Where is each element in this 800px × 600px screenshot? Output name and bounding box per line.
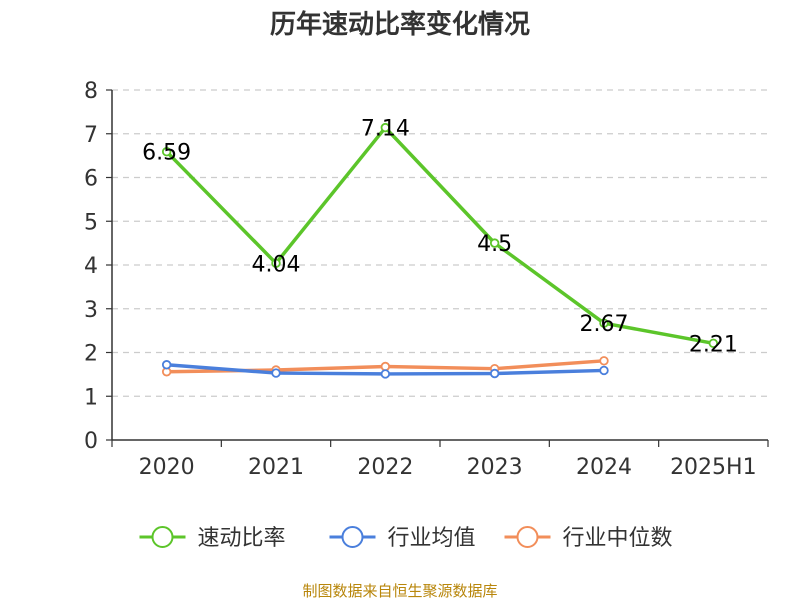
legend-label: 速动比率 [198, 526, 286, 551]
data-point [161, 146, 172, 157]
x-tick-label: 2023 [467, 455, 523, 480]
data-point [489, 368, 500, 379]
x-tick-label: 2024 [576, 455, 632, 480]
data-label: 7.14 [361, 117, 410, 142]
legend: 速动比率 行业均值 行业中位数 [139, 526, 673, 551]
y-tick-label: 2 [84, 342, 98, 367]
data-point [271, 368, 281, 378]
gridlines [112, 89, 768, 397]
data-point [161, 360, 172, 370]
data-point [599, 356, 609, 366]
data-point [489, 238, 500, 248]
source-note: 制图数据来自恒生聚源数据库 [302, 582, 497, 600]
legend-item: 行业均值 [329, 526, 476, 551]
data-labels: 6.59 4.04 7.14 4.5 2.67 2.21 [142, 117, 738, 358]
data-point [380, 369, 391, 379]
x-tick-label: 2021 [248, 455, 304, 480]
legend-marker [151, 526, 174, 548]
legend-marker [341, 526, 364, 548]
series-group [161, 122, 719, 379]
y-tick-label: 8 [84, 79, 98, 104]
data-label: 6.59 [142, 141, 191, 166]
y-tick-label: 1 [84, 385, 98, 410]
data-label: 2.21 [689, 332, 738, 357]
x-tick-label: 2022 [357, 455, 413, 480]
legend-label: 行业中位数 [563, 526, 673, 551]
data-label: 4.04 [252, 252, 301, 277]
data-point [380, 361, 391, 372]
data-label: 2.67 [580, 312, 629, 337]
data-point [708, 338, 719, 349]
data-point [599, 318, 609, 328]
data-point [599, 365, 609, 376]
chart-title: 历年速动比率变化情况 [270, 9, 530, 40]
series-line [165, 125, 714, 346]
y-tick-label: 3 [84, 298, 98, 323]
data-point [380, 122, 391, 133]
data-point [271, 258, 281, 268]
legend-label: 行业均值 [388, 526, 476, 551]
y-tick-label: 5 [84, 210, 98, 235]
y-tick-label: 7 [84, 123, 98, 148]
legend-marker [516, 526, 539, 548]
legend-item: 行业中位数 [504, 526, 673, 551]
y-tick-label: 4 [84, 254, 98, 279]
x-tick-label: 2020 [139, 455, 195, 480]
data-label: 4.5 [477, 232, 512, 257]
x-tick-label: 2025H1 [670, 455, 757, 480]
y-tick-label: 6 [84, 167, 98, 192]
y-tick-label: 0 [84, 429, 98, 454]
axes: 0 1 2 3 4 5 6 7 8 2020 2021 2022 2023 2024 2025H1 [84, 79, 769, 480]
legend-item: 速动比率 [139, 526, 286, 551]
